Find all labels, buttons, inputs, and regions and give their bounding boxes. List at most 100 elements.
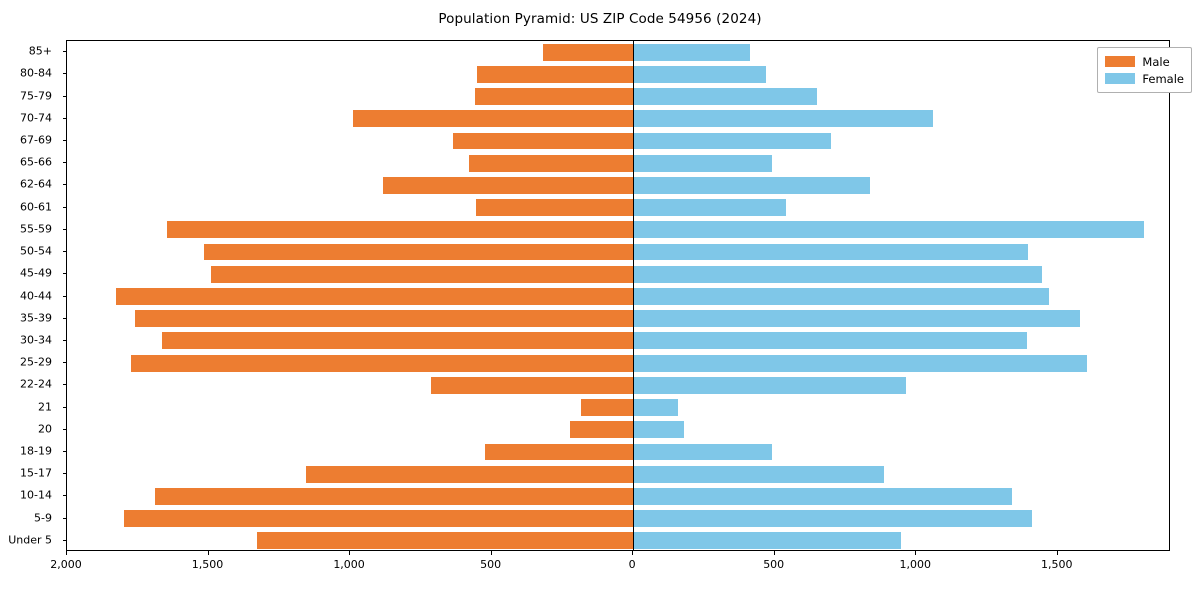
y-axis-tick-mark: [62, 73, 66, 75]
y-axis-tick-mark: [62, 273, 66, 275]
bar-male: [306, 465, 634, 483]
y-axis-tick-mark: [62, 317, 66, 319]
bars-layer: [67, 41, 1169, 550]
bar-male: [124, 510, 634, 528]
bar-row: [67, 510, 1169, 528]
bar-row: [67, 176, 1169, 194]
y-axis-tick-mark: [62, 539, 66, 541]
bar-row: [67, 88, 1169, 105]
bar-female: [633, 221, 1144, 239]
y-axis-tick-label: 5-9: [34, 511, 52, 525]
x-axis-tick-label: 2,000: [50, 558, 82, 571]
bar-female: [633, 310, 1081, 328]
x-axis-tick-mark: [632, 551, 634, 555]
y-axis-tick-mark: [62, 495, 66, 497]
y-axis-tick-mark: [62, 295, 66, 297]
y-axis-tick-mark: [62, 339, 66, 341]
bar-female: [633, 532, 902, 550]
bar-female: [633, 465, 884, 483]
legend-label: Female: [1142, 71, 1184, 86]
bar-female: [633, 354, 1088, 372]
y-axis-tick-mark: [62, 517, 66, 519]
y-axis-tick-mark: [62, 451, 66, 453]
y-axis-tick-mark: [62, 473, 66, 475]
y-axis-tick-label: 18-19: [20, 444, 52, 458]
legend-label: Male: [1142, 54, 1170, 69]
y-axis-tick-mark: [62, 95, 66, 97]
y-axis-tick-mark: [62, 428, 66, 430]
bar-row: [67, 421, 1169, 439]
x-axis-tick-mark: [349, 551, 351, 555]
y-axis-tick-label: 85+: [28, 44, 52, 58]
y-axis-tick-label: 20: [38, 422, 52, 436]
x-axis-tick-label: 1,000: [333, 558, 365, 571]
x-axis-tick-mark: [1056, 551, 1058, 555]
y-axis-tick-mark: [62, 384, 66, 386]
y-axis-tick-mark: [62, 406, 66, 408]
bar-male: [382, 176, 634, 194]
bar-male: [256, 532, 634, 550]
bar-row: [67, 288, 1169, 305]
x-axis-tick-mark: [773, 551, 775, 555]
y-axis-tick-mark: [62, 251, 66, 253]
bar-female: [633, 399, 679, 417]
bar-male: [569, 421, 634, 439]
bar-male: [161, 332, 634, 350]
bar-row: [67, 154, 1169, 172]
y-axis-tick-label: 67-69: [20, 133, 52, 147]
y-axis-tick-label: 25-29: [20, 355, 52, 369]
x-axis-tick-label: 0: [628, 558, 636, 571]
x-axis-tick-label: 1,000: [899, 558, 931, 571]
bar-female: [633, 488, 1012, 505]
plot-area: [66, 40, 1170, 551]
y-axis-tick-label: 21: [38, 400, 52, 414]
bar-row: [67, 132, 1169, 150]
bar-male: [475, 88, 634, 105]
bar-row: [67, 399, 1169, 417]
bar-male: [484, 443, 634, 461]
bar-male: [211, 265, 634, 283]
bar-female: [633, 199, 786, 217]
x-axis-tick-mark: [915, 551, 917, 555]
y-axis-tick-mark: [62, 228, 66, 230]
x-axis-tick-label: 1,500: [191, 558, 224, 571]
bar-row: [67, 221, 1169, 239]
y-axis-tick-label: Under 5: [8, 533, 52, 547]
bar-male: [580, 399, 634, 417]
bar-female: [633, 376, 907, 394]
x-axis-tick-mark: [66, 551, 67, 555]
y-axis-tick-mark: [62, 184, 66, 186]
bar-female: [633, 443, 773, 461]
bar-row: [67, 43, 1169, 61]
y-axis-tick-mark: [62, 139, 66, 141]
y-axis-tick-label: 22-24: [20, 377, 52, 391]
bar-male: [154, 488, 634, 505]
y-axis-tick-label: 45-49: [20, 266, 52, 280]
x-axis-tick-label: 500: [763, 558, 785, 571]
bar-row: [67, 265, 1169, 283]
bar-row: [67, 354, 1169, 372]
bar-male: [430, 376, 634, 394]
legend-entry: Female: [1105, 70, 1184, 87]
bar-row: [67, 243, 1169, 261]
bar-row: [67, 376, 1169, 394]
bar-male: [167, 221, 634, 239]
y-axis-tick-label: 40-44: [20, 289, 52, 302]
bar-row: [67, 332, 1169, 350]
bar-male: [116, 288, 634, 305]
bar-male: [542, 43, 634, 61]
y-axis-tick-label: 60-61: [20, 200, 52, 214]
y-axis-tick-mark: [62, 162, 66, 164]
bar-row: [67, 199, 1169, 217]
y-axis-tick-label: 80-84: [20, 66, 52, 80]
y-axis-tick-label: 10-14: [20, 488, 52, 502]
bar-row: [67, 65, 1169, 83]
chart-title: Population Pyramid: US ZIP Code 54956 (2…: [438, 11, 762, 27]
bar-male: [352, 110, 634, 128]
bar-female: [633, 288, 1050, 305]
bar-male: [468, 154, 634, 172]
legend-swatch-female: [1105, 73, 1136, 84]
bar-row: [67, 110, 1169, 128]
bar-row: [67, 465, 1169, 483]
